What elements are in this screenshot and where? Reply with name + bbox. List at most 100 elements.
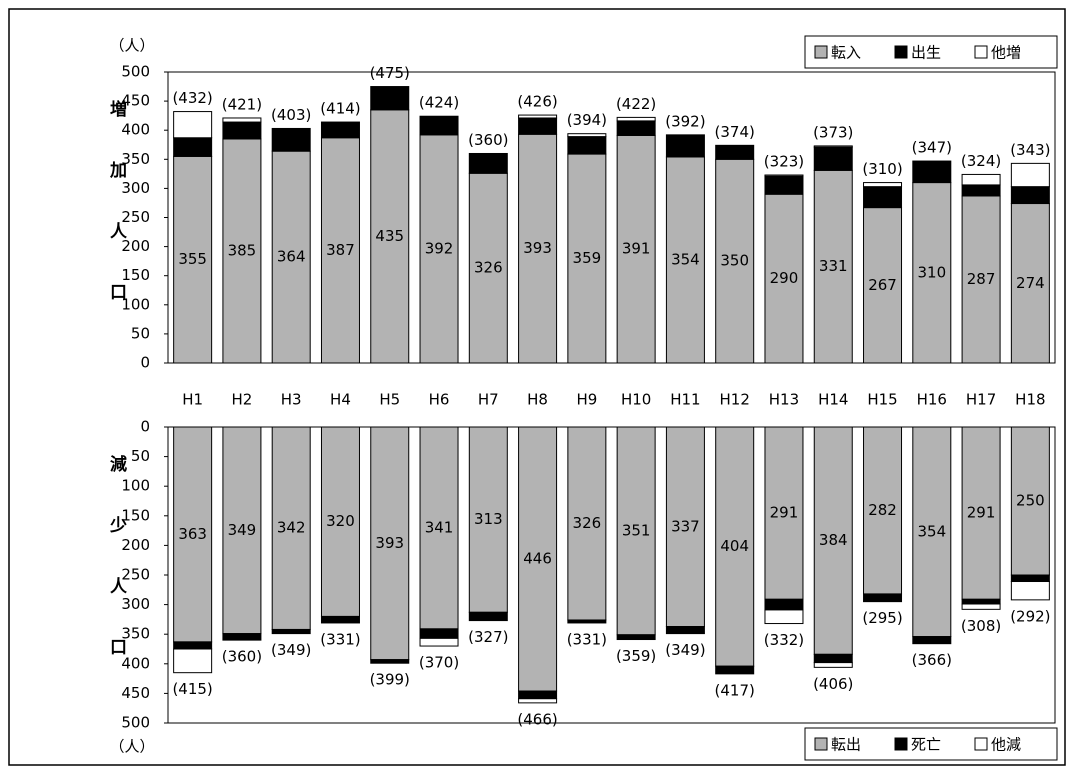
x-tick-label: H13 <box>769 391 799 409</box>
total-label: (370) <box>419 654 459 672</box>
data-label: 337 <box>671 517 700 535</box>
bar-segment <box>271 127 311 152</box>
bar-segment <box>616 116 656 122</box>
y-tick-label: 450 <box>121 684 150 702</box>
legend-label: 転出 <box>831 736 861 754</box>
bar-segment <box>320 426 360 617</box>
bar-segment <box>813 653 853 664</box>
bar-segment <box>813 169 853 364</box>
bar-segment <box>764 609 804 625</box>
data-label: 282 <box>868 501 897 519</box>
bar-segment <box>419 628 459 639</box>
total-label: (349) <box>271 641 311 659</box>
bar-segment <box>863 186 903 209</box>
bar-segment <box>764 598 804 611</box>
bar-segment <box>419 637 459 647</box>
total-label: (394) <box>567 111 607 129</box>
total-label: (475) <box>370 64 410 82</box>
y-tick-label: 250 <box>121 566 150 584</box>
bar-segment <box>419 134 459 364</box>
bar-segment <box>665 426 705 628</box>
bar-segment <box>468 172 508 364</box>
bar-segment <box>370 426 410 661</box>
data-label: 326 <box>474 259 503 277</box>
data-label: 310 <box>917 263 946 281</box>
bar-segment <box>715 144 755 160</box>
total-label: (466) <box>517 710 557 728</box>
bar-segment <box>616 426 656 636</box>
data-label: 363 <box>178 525 207 543</box>
total-label: (424) <box>419 94 459 112</box>
legend-swatch <box>974 737 988 751</box>
bar-segment <box>715 158 755 364</box>
bar-segment <box>813 146 853 171</box>
total-label: (292) <box>1010 607 1050 625</box>
side-label: 増加人口 <box>106 100 126 344</box>
bar-segment <box>912 160 952 184</box>
x-tick-label: H12 <box>720 391 750 409</box>
bar-segment <box>271 150 311 364</box>
bar-segment <box>518 114 558 119</box>
data-label: 313 <box>474 510 503 528</box>
bar-segment <box>370 659 410 664</box>
y-tick-label: 250 <box>121 208 150 226</box>
side-label: 減少人口 <box>106 455 126 699</box>
total-label: (360) <box>222 648 262 666</box>
bar-segment <box>567 619 607 624</box>
x-tick-label: H17 <box>966 391 996 409</box>
legend-label: 死亡 <box>911 736 941 754</box>
x-tick-label: H5 <box>379 391 400 409</box>
data-label: 267 <box>868 276 897 294</box>
bar-segment <box>1010 162 1050 188</box>
y-tick-label: 300 <box>121 179 150 197</box>
bar-segment <box>961 426 1001 600</box>
data-label: 354 <box>671 250 700 268</box>
bar-segment <box>468 611 508 622</box>
total-label: (347) <box>912 139 952 157</box>
legend-swatch <box>814 737 828 751</box>
data-label: 320 <box>326 512 355 530</box>
data-label: 446 <box>523 550 552 568</box>
bar-segment <box>616 634 656 641</box>
y-tick-label: 200 <box>121 536 150 554</box>
bar-segment <box>222 117 262 123</box>
x-tick-label: H9 <box>576 391 597 409</box>
x-tick-label: H10 <box>621 391 651 409</box>
y-tick-label: 350 <box>121 150 150 168</box>
data-label: 250 <box>1016 492 1045 510</box>
bar-segment <box>1010 426 1050 576</box>
y-tick-label: 150 <box>121 266 150 284</box>
bar-segment <box>665 156 705 364</box>
bar-segment <box>468 426 508 613</box>
total-label: (327) <box>468 628 508 646</box>
bar-segment <box>518 117 558 135</box>
x-tick-label: H6 <box>429 391 450 409</box>
bar-segment <box>173 137 213 157</box>
bar-segment <box>518 690 558 700</box>
data-label: 393 <box>523 239 552 257</box>
bar-segment <box>370 109 410 364</box>
data-label: 326 <box>573 514 602 532</box>
bar-segment <box>173 641 213 650</box>
legend-swatch <box>974 45 988 59</box>
total-label: (417) <box>715 681 755 699</box>
bar-segment <box>173 111 213 139</box>
bar-segment <box>173 648 213 674</box>
bar-segment <box>863 207 903 364</box>
x-tick-label: H18 <box>1015 391 1045 409</box>
bar-segment <box>715 665 755 675</box>
legend-label: 他増 <box>991 44 1021 62</box>
x-tick-label: H2 <box>232 391 253 409</box>
total-label: (374) <box>715 123 755 141</box>
bar-segment <box>912 426 952 638</box>
bar-segment <box>468 152 508 174</box>
total-label: (349) <box>665 641 705 659</box>
total-label: (359) <box>616 647 656 665</box>
bar-segment <box>320 121 360 139</box>
bar-segment <box>813 426 853 655</box>
bar-segment <box>222 633 262 641</box>
data-label: 392 <box>425 239 454 257</box>
data-label: 359 <box>573 249 602 267</box>
bar-segment <box>764 193 804 364</box>
